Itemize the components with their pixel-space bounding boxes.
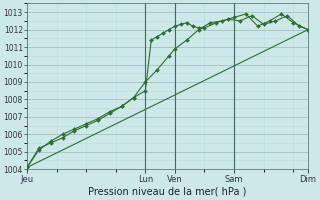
X-axis label: Pression niveau de la mer( hPa ): Pression niveau de la mer( hPa ): [88, 187, 247, 197]
